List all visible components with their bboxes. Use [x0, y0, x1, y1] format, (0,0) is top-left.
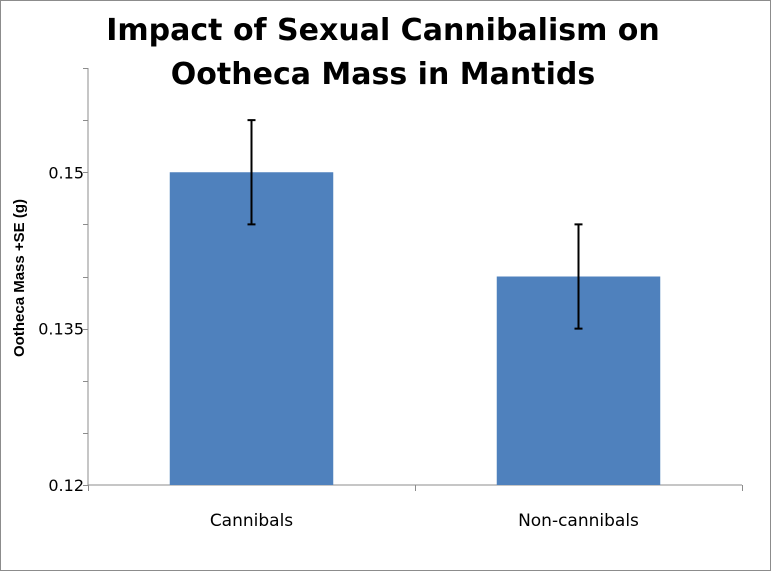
y-tick-label: 0.12 [48, 476, 84, 495]
x-category-label: Non-cannibals [518, 511, 639, 531]
chart-title-line-1: Impact of Sexual Cannibalism on [106, 13, 660, 48]
y-axis-label: Ootheca Mass +SE (g) [11, 199, 28, 357]
plot-area: 0.15 0.135 0.12 Cannibals Non-cannibals [38, 68, 743, 531]
chart-title-line-2: Ootheca Mass in Mantids [171, 57, 595, 92]
y-tick-label: 0.135 [38, 320, 84, 339]
x-category-label: Cannibals [210, 511, 293, 531]
y-tick-label: 0.15 [48, 163, 84, 182]
